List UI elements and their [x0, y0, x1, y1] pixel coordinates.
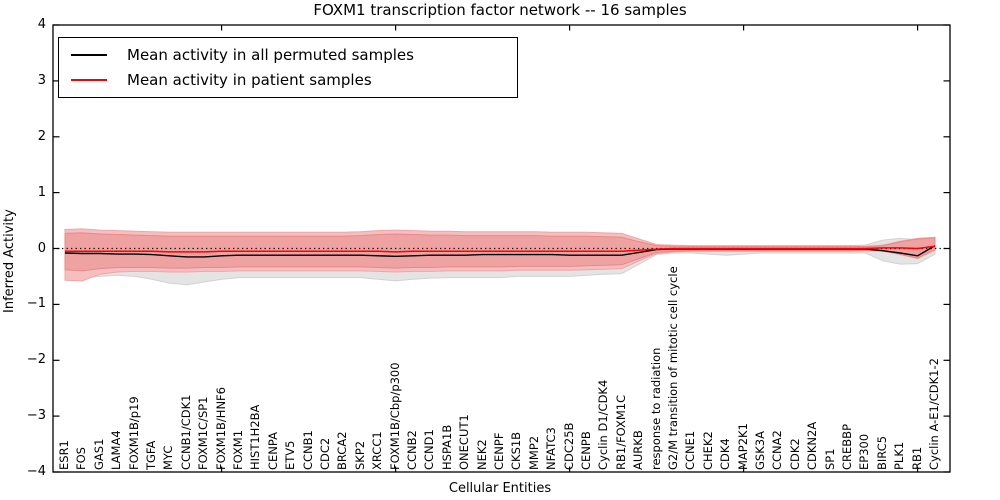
x-tick-label: HSPA1B	[439, 424, 454, 470]
x-tick-label: ETV5	[283, 440, 298, 470]
x-tick-label: GSK3A	[753, 431, 767, 470]
y-tick-label: −4	[26, 464, 46, 479]
x-tick-label: NFATC3	[544, 427, 559, 470]
x-tick-label: PLK1	[892, 441, 907, 470]
x-tick-label: G2/M transition of mitotic cell cycle	[666, 266, 680, 470]
legend-label-patient: Mean activity in patient samples	[127, 70, 372, 89]
x-tick-label: FOS	[74, 447, 89, 470]
x-tick-label: CENPF	[492, 432, 506, 470]
x-tick-label: CKS1B	[509, 431, 524, 470]
y-tick-label: −1	[26, 296, 46, 312]
x-tick-label: XRCC1	[370, 431, 385, 470]
legend-line-sample-black	[71, 54, 107, 57]
x-tick-label: RB1	[909, 446, 924, 470]
x-tick-label: GAS1	[91, 438, 106, 470]
x-tick-label: ONECUT1	[457, 414, 472, 470]
legend-label-permuted: Mean activity in all permuted samples	[127, 46, 414, 65]
y-tick-label: 4	[37, 17, 46, 32]
x-tick-label: RB1/FOXM1C	[613, 394, 628, 470]
x-tick-label: CHEK2	[700, 431, 715, 470]
x-tick-label: CREBBP	[840, 424, 854, 470]
x-tick-label: CCNB1	[300, 430, 315, 470]
x-tick-label: CCNB2	[405, 430, 419, 470]
x-tick-label: MAP2K1	[735, 423, 750, 470]
x-tick-label: SP1	[822, 448, 837, 470]
x-tick-label: CENPB	[579, 431, 593, 470]
x-tick-label: FOXM1	[231, 429, 245, 470]
x-tick-label: MYC	[161, 445, 176, 470]
x-tick-label: CCNE1	[683, 430, 698, 470]
x-axis-label: Cellular Entities	[448, 481, 552, 496]
x-tick-label: NEK2	[474, 439, 489, 470]
x-tick-label: CENPA	[265, 432, 280, 470]
x-tick-label: Cyclin A-E1/CDK1-2	[927, 358, 941, 470]
x-tick-label: BRCA2	[335, 431, 350, 470]
x-tick-label: BIRC5	[874, 435, 889, 470]
chart-title: FOXM1 transcription factor network -- 16…	[313, 1, 687, 19]
x-tick-label: EP300	[857, 433, 872, 470]
legend-line-sample-red	[71, 78, 107, 81]
x-tick-label: ESR1	[57, 440, 71, 470]
x-tick-label: AURKB	[631, 430, 646, 470]
mean-line-patient	[65, 245, 936, 253]
y-tick-label: −2	[26, 352, 46, 368]
y-tick-label: −3	[26, 408, 46, 424]
x-tick-label: CCNB1/CDK1	[178, 394, 193, 471]
x-tick-label: TGFA	[144, 440, 158, 470]
x-tick-label: FOXM1B/p19	[126, 396, 141, 470]
legend-item-patient: Mean activity in patient samples	[71, 71, 505, 89]
x-tick-label: response to radiation	[648, 347, 663, 470]
x-tick-label: FOXM1B/HNF6	[213, 387, 228, 470]
x-tick-label: CCND1	[422, 429, 437, 470]
x-tick-label: CDK2	[787, 438, 802, 470]
y-tick-label: 3	[37, 72, 46, 88]
y-axis-label: Inferred Activity	[2, 209, 17, 313]
x-tick-label: MMP2	[526, 435, 541, 470]
x-tick-label: CCNA2	[770, 430, 785, 470]
x-tick-label: FOXM1C/SP1	[196, 396, 211, 470]
legend: Mean activity in all permuted samples Me…	[58, 37, 518, 98]
x-tick-label: HIST1H2BA	[248, 404, 263, 470]
x-tick-label: CDK4	[718, 438, 733, 470]
x-tick-label: CDC2	[318, 437, 332, 470]
x-tick-label: LAMA4	[109, 430, 124, 470]
y-tick-label: 1	[37, 184, 46, 200]
x-tick-label: CDKN2A	[805, 421, 820, 470]
x-tick-label: Cyclin D1/CDK4	[596, 379, 611, 470]
legend-item-permuted: Mean activity in all permuted samples	[71, 46, 505, 64]
x-tick-label: CDC25B	[561, 422, 576, 470]
y-tick-label: 0	[37, 240, 46, 256]
x-tick-label: SKP2	[352, 440, 367, 470]
x-tick-label: FOXM1B/Cbp/p300	[387, 362, 402, 470]
y-tick-label: 2	[37, 128, 46, 144]
